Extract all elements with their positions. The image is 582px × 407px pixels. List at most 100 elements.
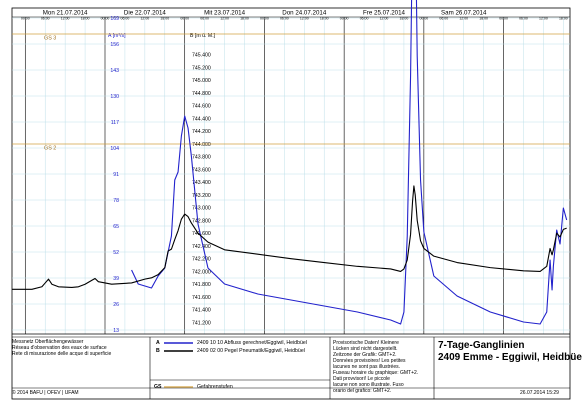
hour-tick-label: 12:00 bbox=[380, 17, 389, 21]
axis-b-tick-label: 743.600 bbox=[192, 167, 211, 173]
axis-a-tick-label: 26 bbox=[113, 302, 119, 308]
hour-tick-label: 12:00 bbox=[539, 17, 548, 21]
axis-a-tick-label: 91 bbox=[113, 172, 119, 178]
hour-tick-label: 12:00 bbox=[140, 17, 149, 21]
axis-b-tick-label: 743.800 bbox=[192, 155, 211, 161]
axis-a-tick-label: 143 bbox=[110, 68, 119, 74]
note-line: Données provisoires! Les petites bbox=[333, 358, 406, 364]
hour-tick-label: 18:00 bbox=[479, 17, 488, 21]
date-stamp: 26.07.2014 15:29 bbox=[520, 390, 559, 396]
hour-tick-label: 18:00 bbox=[400, 17, 409, 21]
axis-b-tick-label: 745.000 bbox=[192, 78, 211, 84]
note-line: lacune non sono illustrate. Fuso bbox=[333, 382, 404, 388]
axis-a-tick-label: 117 bbox=[111, 120, 119, 126]
note-line: Dati provvisori! Le piccole bbox=[333, 376, 390, 382]
water-level-series-line bbox=[12, 185, 567, 290]
hour-tick-label: 18:00 bbox=[160, 17, 169, 21]
day-label: Fre 25.07.2014 bbox=[363, 10, 406, 17]
hour-tick-label: 00:00 bbox=[340, 17, 349, 21]
hour-tick-label: 00:00 bbox=[21, 17, 30, 21]
hour-tick-label: 06:00 bbox=[280, 17, 289, 21]
axis-b-tick-label: 741.600 bbox=[192, 295, 211, 301]
axis-b-tick-label: 744.400 bbox=[192, 116, 211, 122]
hour-tick-label: 00:00 bbox=[499, 17, 508, 21]
axis-a-tick-label: 130 bbox=[110, 94, 119, 100]
axis-b-header: B [m ü. M.] bbox=[190, 33, 216, 39]
day-label: Die 22.07.2014 bbox=[124, 10, 167, 17]
legend-gs-key: GS bbox=[154, 384, 162, 390]
hour-tick-label: 12:00 bbox=[300, 17, 309, 21]
provisional-data-note: Provisorische Daten! Kleinere Lücken sin… bbox=[333, 340, 433, 394]
axis-b-tick-label: 743.400 bbox=[192, 180, 211, 186]
note-line: orario del grafico: GMT+2. bbox=[333, 388, 392, 394]
legend-b-key: B bbox=[156, 348, 160, 354]
hour-tick-label: 18:00 bbox=[559, 17, 568, 21]
hour-tick-label: 12:00 bbox=[459, 17, 468, 21]
day-label: Mit 23.07.2014 bbox=[204, 10, 245, 17]
gs-threshold-label: GS 2 bbox=[44, 146, 56, 152]
outer-frame bbox=[11, 7, 571, 400]
day-label: Mon 21.07.2014 bbox=[43, 10, 88, 17]
hour-tick-label: 00:00 bbox=[180, 17, 189, 21]
axis-a-header: A [m³/s] bbox=[108, 33, 126, 39]
axis-b-tick-label: 745.200 bbox=[192, 65, 211, 71]
network-description: Messnetz Oberflächengewässer Réseau d'ob… bbox=[12, 339, 152, 357]
hour-tick-label: 00:00 bbox=[419, 17, 428, 21]
hour-tick-label: 18:00 bbox=[320, 17, 329, 21]
hour-tick-label: 00:00 bbox=[101, 17, 110, 21]
axis-b-tick-label: 745.400 bbox=[192, 53, 211, 59]
axis-b-tick-label: 743.000 bbox=[192, 206, 211, 212]
note-line: Provisorische Daten! Kleinere bbox=[333, 340, 399, 346]
hour-tick-label: 06:00 bbox=[360, 17, 369, 21]
hour-tick-label: 12:00 bbox=[220, 17, 229, 21]
day-label: Don 24.07.2014 bbox=[282, 10, 327, 17]
note-line: lacunes ne sont pas illustrées. bbox=[333, 364, 400, 370]
axis-a-tick-label: 104 bbox=[110, 146, 119, 152]
axis-a-tick-label: 52 bbox=[113, 250, 119, 256]
axis-a-tick-label: 169 bbox=[110, 16, 119, 22]
axis-a-tick-label: 65 bbox=[113, 224, 119, 230]
axis-b-tick-label: 741.400 bbox=[192, 308, 211, 314]
hour-tick-label: 18:00 bbox=[81, 17, 90, 21]
discharge-series-line bbox=[131, 0, 568, 325]
network-line-fr: Réseau d'observation des eaux de surface bbox=[12, 345, 107, 351]
axis-b-tick-label: 744.200 bbox=[192, 129, 211, 135]
axis-a-tick-label: 13 bbox=[113, 328, 119, 334]
copyright: © 2014 BAFU | OFEV | UFAM bbox=[12, 390, 79, 396]
axis-b-tick-label: 742.400 bbox=[192, 244, 211, 250]
axis-b-tick-label: 742.200 bbox=[192, 257, 211, 263]
note-line: Lücken sind nicht dargestellt. bbox=[333, 346, 398, 352]
axis-b-tick-label: 741.200 bbox=[192, 321, 211, 327]
hour-tick-label: 06:00 bbox=[121, 17, 130, 21]
network-line-it: Rete di misurazione delle acque di super… bbox=[12, 351, 112, 357]
station-title: 2409 Emme - Eggiwil, Heidbüel bbox=[438, 352, 582, 363]
note-line: Fuseau horaire du graphique: GMT+2. bbox=[333, 370, 419, 376]
axis-a-tick-label: 156 bbox=[110, 42, 119, 48]
day-label: Sam 26.07.2014 bbox=[441, 10, 487, 17]
axis-b-tick-label: 742.000 bbox=[192, 269, 211, 275]
hour-tick-label: 06:00 bbox=[41, 17, 50, 21]
axis-b-tick-label: 744.000 bbox=[192, 142, 211, 148]
hour-tick-label: 12:00 bbox=[61, 17, 70, 21]
legend-a-key: A bbox=[156, 340, 160, 346]
axis-b-tick-label: 742.600 bbox=[192, 231, 211, 237]
hour-tick-label: 06:00 bbox=[200, 17, 209, 21]
axis-b-tick-label: 744.600 bbox=[192, 104, 211, 110]
chart-title: 7-Tage-Ganglinien bbox=[438, 340, 525, 351]
axis-a-tick-label: 39 bbox=[113, 276, 119, 282]
axis-b-tick-label: 741.800 bbox=[192, 282, 211, 288]
network-line-de: Messnetz Oberflächengewässer bbox=[12, 339, 84, 345]
axis-a-tick-label: 78 bbox=[113, 198, 119, 204]
legend-a-text: 2409 10 10 Abfluss gerechnet/Eggiwil, He… bbox=[197, 340, 307, 346]
axis-b-tick-label: 742.800 bbox=[192, 218, 211, 224]
axis-b-tick-label: 743.200 bbox=[192, 193, 211, 199]
hour-tick-label: 18:00 bbox=[240, 17, 249, 21]
legend-gs-text: Gefahrenstufen bbox=[197, 384, 233, 390]
hour-tick-label: 00:00 bbox=[260, 17, 269, 21]
note-line: Zeitzone der Grafik: GMT+2. bbox=[333, 352, 397, 358]
legend-b-text: 2409 02 00 Pegel Pneumatik/Eggiwil, Heid… bbox=[197, 348, 305, 354]
hour-tick-label: 06:00 bbox=[519, 17, 528, 21]
hour-tick-label: 06:00 bbox=[439, 17, 448, 21]
